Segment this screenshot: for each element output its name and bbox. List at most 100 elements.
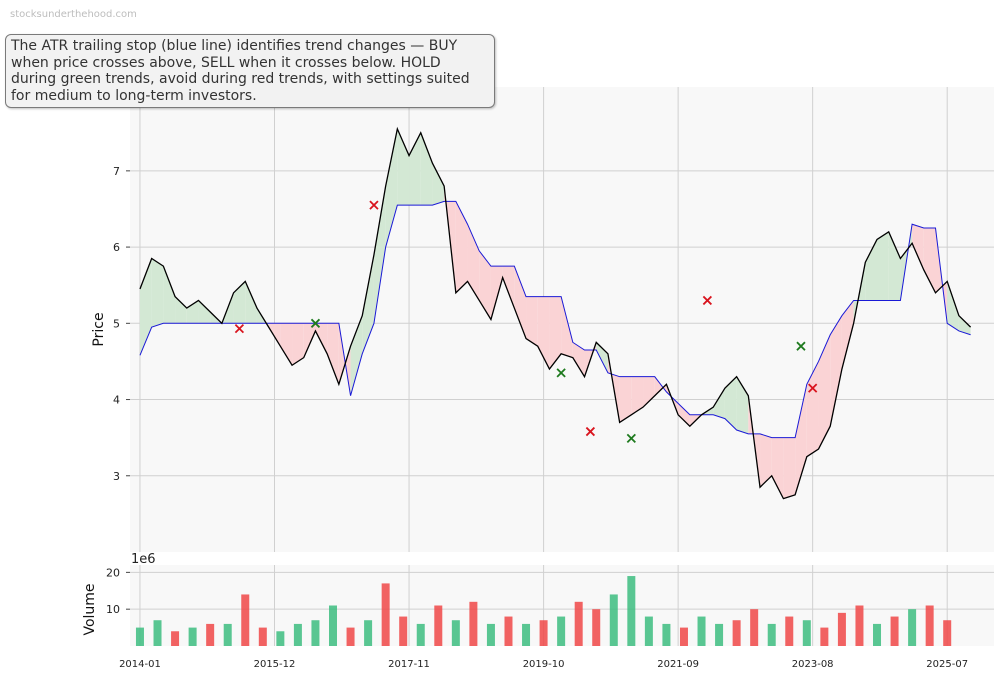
volume-bar-down bbox=[592, 609, 601, 646]
uptrend-fill-segment bbox=[736, 376, 749, 434]
volume-bar-down bbox=[399, 616, 408, 646]
volume-bar-down bbox=[890, 616, 899, 646]
marker-stroke bbox=[808, 383, 818, 393]
downtrend-fill-segment bbox=[643, 376, 655, 408]
downtrend-fill-segment bbox=[455, 201, 468, 293]
volume-bar-up bbox=[451, 620, 460, 646]
volume-bar-down bbox=[925, 605, 934, 646]
volume-bar-up bbox=[609, 594, 618, 646]
x-tick-label: 2015-12 bbox=[254, 659, 296, 670]
downtrend-fill-segment bbox=[830, 315, 842, 427]
volume-axis-label: Volume bbox=[82, 583, 98, 635]
buy-signal-marker bbox=[626, 433, 636, 444]
volume-bar-up bbox=[767, 623, 776, 646]
sell-signal-marker bbox=[234, 324, 245, 334]
uptrend-fill-segment bbox=[362, 254, 374, 354]
sell-signal-marker bbox=[808, 383, 818, 393]
marker-stroke bbox=[796, 341, 806, 351]
volume-bar-up bbox=[697, 616, 706, 646]
volume-bar-down bbox=[381, 583, 390, 646]
downtrend-fill-segment bbox=[795, 384, 807, 495]
price-y-tick-label: 5 bbox=[113, 317, 120, 330]
uptrend-fill-segment bbox=[958, 315, 971, 335]
downtrend-fill-segment bbox=[467, 224, 480, 301]
x-tick-label: 2014-01 bbox=[119, 659, 161, 670]
volume-y-tick-label: 20 bbox=[106, 566, 120, 579]
price-y-tick-label: 6 bbox=[113, 241, 120, 254]
x-tick-label: 2025-07 bbox=[926, 659, 968, 670]
volume-bar-up bbox=[364, 620, 373, 646]
volume-bar-up bbox=[329, 605, 338, 646]
volume-bar-down bbox=[943, 620, 952, 646]
downtrend-fill-segment bbox=[514, 266, 527, 339]
volume-bar-up bbox=[293, 623, 302, 646]
strategy-annotation-box: The ATR trailing stop (blue line) identi… bbox=[5, 34, 495, 108]
volume-bar-up bbox=[662, 623, 671, 646]
price-y-tick-label: 4 bbox=[113, 394, 120, 407]
x-tick-label: 2019-10 bbox=[523, 659, 565, 670]
price-y-tick-label: 3 bbox=[113, 470, 120, 483]
x-tick-label: 2017-11 bbox=[388, 659, 430, 670]
volume-bar-down bbox=[855, 605, 864, 646]
watermark: stocksunderthehood.com bbox=[10, 9, 137, 20]
downtrend-fill-segment bbox=[678, 403, 690, 427]
uptrend-fill-segment bbox=[245, 281, 257, 324]
volume-bar-down bbox=[434, 605, 443, 646]
sell-signal-marker bbox=[369, 200, 379, 210]
uptrend-fill-segment bbox=[397, 128, 410, 206]
volume-bar-up bbox=[153, 620, 162, 646]
volume-bar-down bbox=[785, 616, 794, 646]
downtrend-fill-segment bbox=[619, 376, 632, 423]
volume-bar-up bbox=[486, 623, 495, 646]
uptrend-fill-segment bbox=[432, 163, 445, 206]
marker-stroke bbox=[310, 318, 321, 328]
volume-bar-up bbox=[644, 616, 653, 646]
downtrend-fill-segment bbox=[549, 296, 562, 370]
downtrend-fill-segment bbox=[841, 300, 854, 370]
price-y-tick-label: 7 bbox=[113, 165, 120, 178]
marker-stroke bbox=[585, 426, 596, 437]
volume-bar-up bbox=[522, 623, 531, 646]
volume-bar-down bbox=[504, 616, 513, 646]
x-tick-label: 2021-09 bbox=[657, 659, 699, 670]
downtrend-fill-segment bbox=[631, 376, 644, 415]
uptrend-fill-segment bbox=[865, 239, 878, 301]
volume-bar-down bbox=[346, 627, 355, 646]
volume-bar-up bbox=[557, 616, 566, 646]
atr-trailing-stop-line bbox=[139, 200, 971, 439]
volume-bar-up bbox=[873, 623, 882, 646]
uptrend-fill-segment bbox=[888, 231, 901, 301]
volume-bar-up bbox=[223, 623, 232, 646]
downtrend-fill-segment bbox=[315, 323, 328, 354]
x-axis: 2014-01 2015-12 2017-11 2019-10 2021-09 2023-… bbox=[119, 659, 968, 670]
buy-signal-marker bbox=[310, 318, 321, 328]
volume-bar-up bbox=[135, 627, 144, 646]
volume-bar-up bbox=[715, 623, 724, 646]
downtrend-fill-segment bbox=[572, 342, 585, 377]
downtrend-fill-segment bbox=[502, 266, 515, 309]
uptrend-fill-segment bbox=[385, 128, 398, 248]
marker-stroke bbox=[234, 324, 245, 334]
volume-bar-down bbox=[820, 627, 829, 646]
volume-bar-down bbox=[679, 627, 688, 646]
downtrend-fill-segment bbox=[760, 433, 772, 488]
downtrend-fill-segment bbox=[303, 323, 316, 358]
downtrend-fill-segment bbox=[526, 296, 538, 347]
uptrend-fill-segment bbox=[596, 342, 608, 373]
buy-signal-marker bbox=[556, 368, 566, 378]
volume-bar-up bbox=[627, 576, 636, 646]
uptrend-fill-segment bbox=[373, 186, 386, 324]
sell-signal-marker bbox=[702, 295, 713, 306]
downtrend-fill-segment bbox=[923, 228, 936, 293]
price-panel: 3 4 5 6 7 Price bbox=[91, 87, 994, 552]
volume-bar-down bbox=[837, 612, 846, 646]
buy-signal-marker bbox=[796, 341, 806, 351]
price-axis-label: Price bbox=[91, 312, 107, 346]
sell-signal-marker bbox=[585, 426, 596, 437]
volume-bar-up bbox=[311, 620, 320, 646]
volume-bar-up bbox=[908, 609, 917, 646]
downtrend-fill-segment bbox=[818, 334, 831, 450]
price-line bbox=[139, 126, 972, 500]
uptrend-fill-segment bbox=[163, 266, 176, 324]
volume-bar-down bbox=[574, 601, 583, 646]
